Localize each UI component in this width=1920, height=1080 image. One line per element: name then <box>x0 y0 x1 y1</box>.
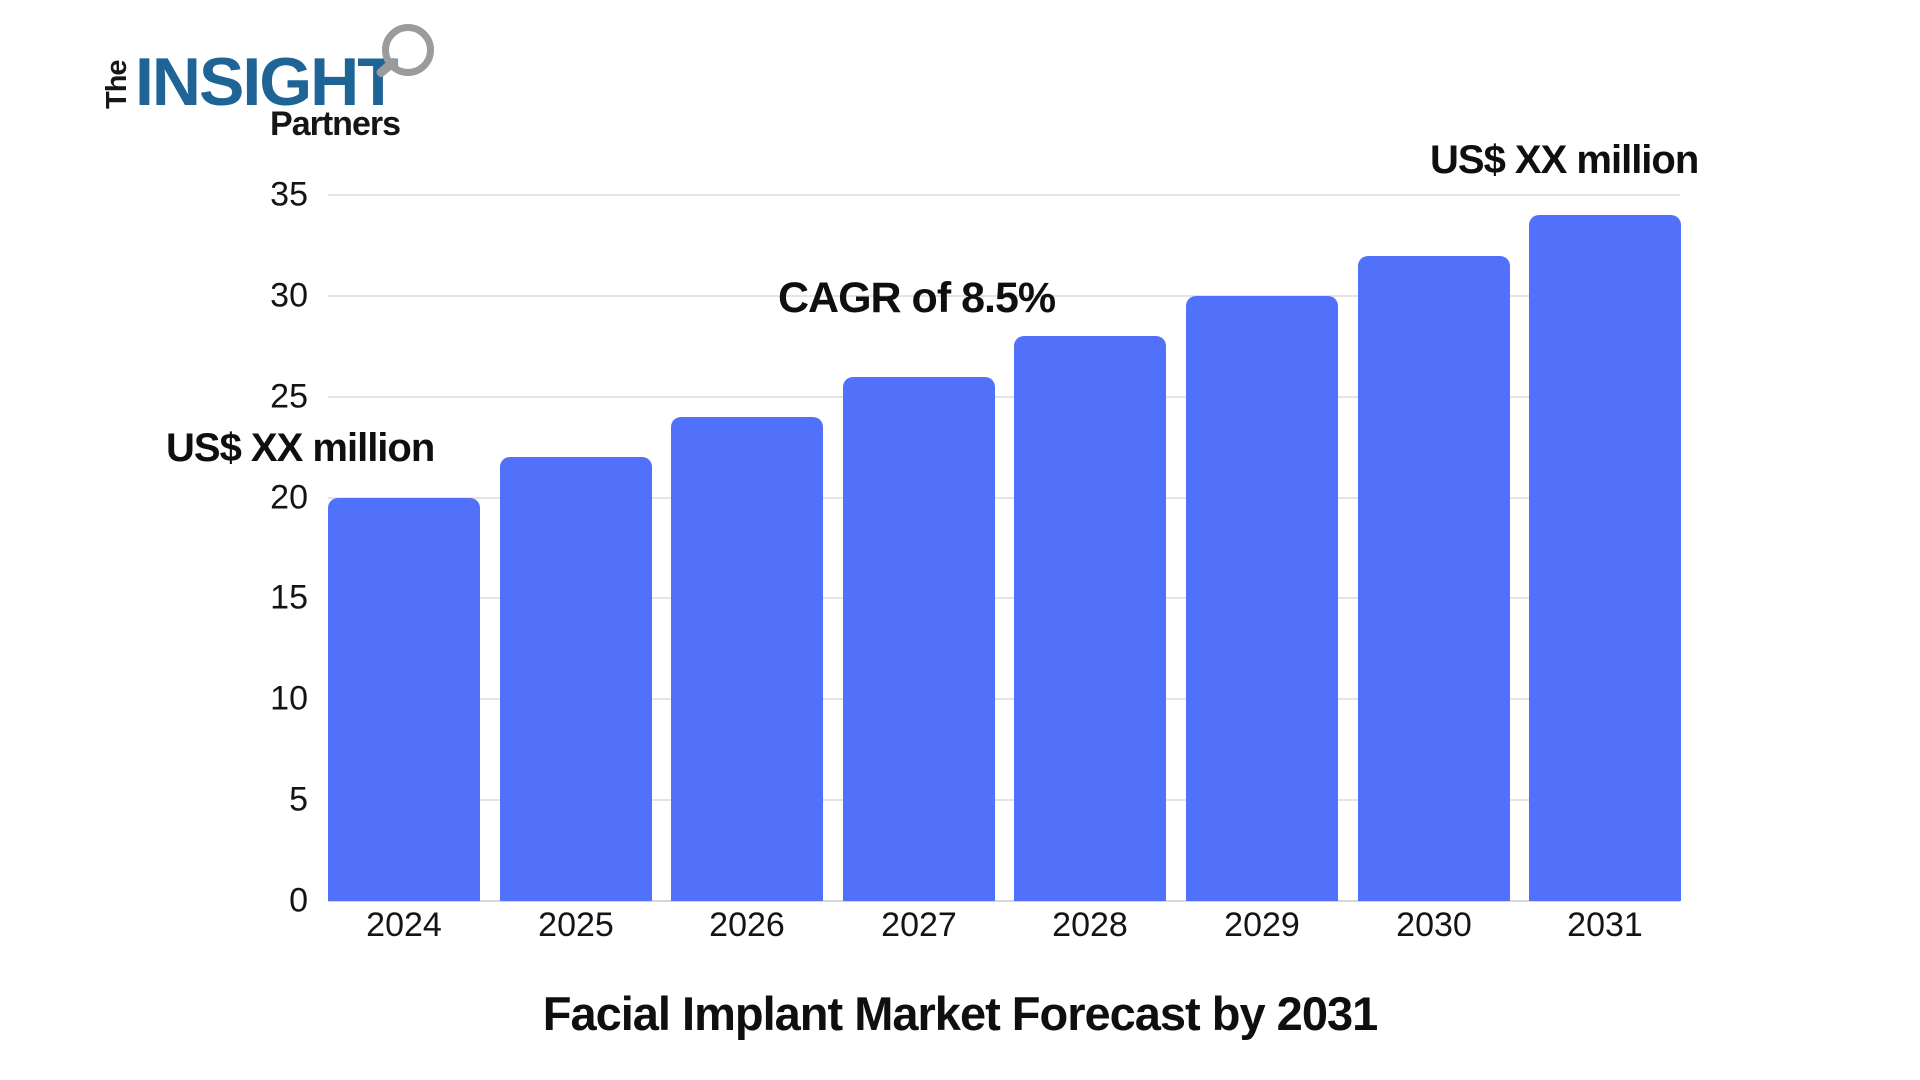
chart-title: Facial Implant Market Forecast by 2031 <box>542 987 1378 1040</box>
gridline-y-35 <box>328 194 1680 196</box>
x-tick-label-2029: 2029 <box>1224 906 1300 944</box>
bar-2024 <box>328 498 480 901</box>
bar-2027 <box>843 377 995 901</box>
y-tick-label-15: 15 <box>270 578 308 617</box>
bar-2025 <box>500 457 652 901</box>
gridline-y-25 <box>328 395 1680 398</box>
x-tick-label-2027: 2027 <box>881 906 957 944</box>
annotation-start-value: US$ XX million <box>166 426 435 470</box>
y-tick-label-10: 10 <box>270 679 308 718</box>
gridline-y-10 <box>328 698 1680 701</box>
brand-logo: The INSIGHT Partners <box>85 15 455 143</box>
logo-word-the: The <box>101 60 133 109</box>
bar-2029 <box>1186 296 1338 901</box>
y-tick-label-0: 0 <box>289 881 308 920</box>
y-tick-label-30: 30 <box>270 276 308 315</box>
annotation-end-value: US$ XX million <box>1430 138 1699 182</box>
gridline-y-20 <box>328 496 1680 499</box>
x-axis-line <box>328 900 1680 902</box>
bar-2031 <box>1529 215 1681 901</box>
x-tick-label-2025: 2025 <box>538 906 614 944</box>
x-tick-label-2031: 2031 <box>1567 906 1643 944</box>
gridline-y-5 <box>328 799 1680 802</box>
x-tick-label-2030: 2030 <box>1396 906 1472 944</box>
x-tick-label-2024: 2024 <box>366 906 442 944</box>
logo-word-partners: Partners <box>270 105 401 143</box>
bar-2028 <box>1014 336 1166 901</box>
bar-2030 <box>1358 256 1510 901</box>
x-tick-label-2026: 2026 <box>709 906 785 944</box>
y-tick-label-25: 25 <box>270 377 308 416</box>
magnifier-icon <box>382 24 434 76</box>
logo-word-insight: INSIGHT <box>135 44 399 120</box>
x-tick-label-2028: 2028 <box>1052 906 1128 944</box>
gridline-y-15 <box>328 597 1680 600</box>
y-tick-label-35: 35 <box>270 175 308 214</box>
gridline-y-30 <box>328 294 1680 297</box>
y-tick-label-20: 20 <box>270 478 308 517</box>
annotation-cagr: CAGR of 8.5% <box>778 274 1056 322</box>
y-tick-label-5: 5 <box>289 780 308 819</box>
bar-2026 <box>671 417 823 901</box>
